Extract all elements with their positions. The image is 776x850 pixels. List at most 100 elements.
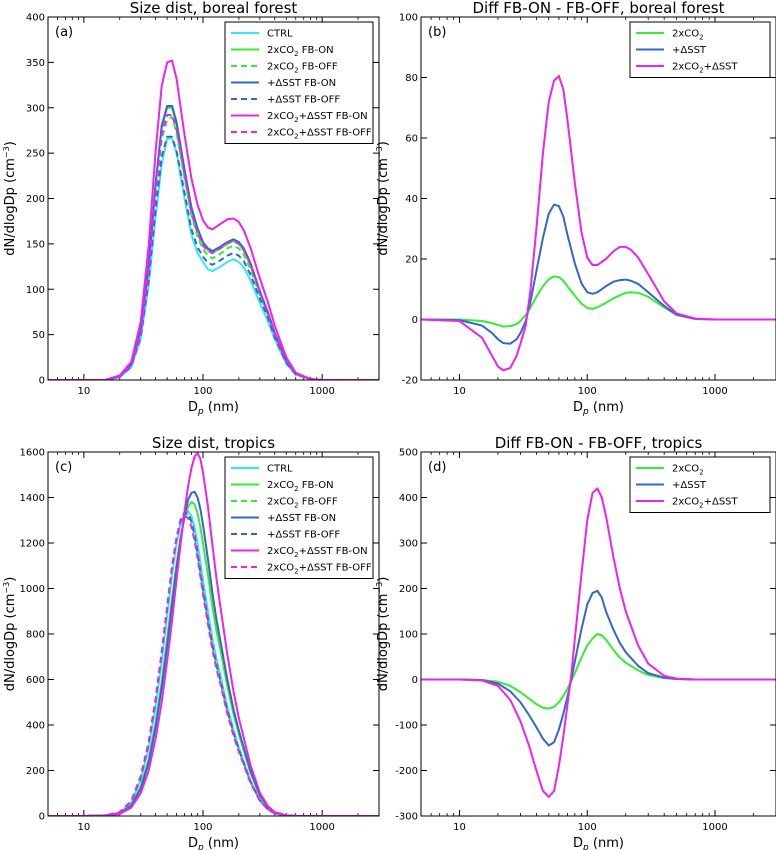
x-axis-label-main: D <box>573 400 583 415</box>
legend: CTRL 2xCO2 FB-ON 2xCO2 FB-OFF +ΔSST FB-ON +Δ… <box>224 456 374 579</box>
x-tick-label: 1000 <box>309 386 334 397</box>
legend-entry: 2xCO2+ΔSST FB-OFF <box>267 128 372 141</box>
y-tick-label: 40 <box>405 194 418 205</box>
legend-entry: 2xCO2+ΔSST FB-OFF <box>267 563 372 576</box>
y-tick-label: 200 <box>26 194 45 205</box>
y-tick-label: 600 <box>26 675 45 686</box>
x-axis-label-unit: (nm) <box>589 400 624 415</box>
series-line <box>421 275 776 328</box>
y-tick-label: 250 <box>26 149 45 160</box>
y-axis-label-main: dN/dlogDp (cm <box>3 158 18 256</box>
x-tick-label: 100 <box>578 822 597 833</box>
y-axis-label-close: ) <box>376 141 391 146</box>
legend-entry: 2xCO2+ΔSST FB-ON <box>267 111 368 124</box>
y-tick-label: -100 <box>395 721 418 732</box>
legend-entry: 2xCO2 <box>672 29 704 42</box>
x-axis-label-main: D <box>188 836 198 850</box>
legend-entry: 2xCO2 <box>672 464 704 477</box>
y-tick-label: 1000 <box>20 584 45 595</box>
y-tick-label: 300 <box>399 539 418 550</box>
x-tick-label: 10 <box>453 822 466 833</box>
x-axis-label: Dp (nm) <box>188 400 239 417</box>
x-tick-label: 100 <box>193 386 212 397</box>
y-axis-label-exp: −3 <box>2 582 11 594</box>
series-line <box>421 589 776 747</box>
x-tick-label: 10 <box>77 822 90 833</box>
legend-entry: 2xCO2+ΔSST <box>672 62 739 75</box>
y-axis-label: dN/dlogDp (cm−3) <box>2 577 18 692</box>
y-axis-label-main: dN/dlogDp (cm <box>376 158 391 256</box>
y-tick-label: 400 <box>26 721 45 732</box>
y-tick-label: 400 <box>399 493 418 504</box>
legend-entry: 2xCO2 FB-OFF <box>267 497 338 510</box>
y-axis-label: dN/dlogDp (cm−3) <box>2 141 18 256</box>
legend: CTRL 2xCO2 FB-ON 2xCO2 FB-OFF +ΔSST FB-ON +Δ… <box>224 21 374 144</box>
series-line <box>48 114 379 380</box>
x-tick-label: 100 <box>193 822 212 833</box>
legend-entry: 2xCO2 FB-ON <box>267 480 334 493</box>
x-axis-label-sub: p <box>582 407 589 417</box>
legend-entry: 2xCO2+ΔSST <box>672 497 739 510</box>
legend-entry: CTRL <box>267 464 293 475</box>
legend-entry: 2xCO2 FB-OFF <box>267 62 338 75</box>
x-axis-label: Dp (nm) <box>188 836 239 850</box>
x-axis-label-unit: (nm) <box>589 836 624 850</box>
y-tick-label: 400 <box>26 13 45 24</box>
y-axis-label-main: dN/dlogDp (cm <box>376 594 391 692</box>
series-group <box>48 59 379 380</box>
y-tick-label: 300 <box>26 103 45 114</box>
y-tick-label: 150 <box>26 239 45 250</box>
legend-entry: 2xCO2+ΔSST FB-ON <box>267 546 368 559</box>
y-tick-label: 100 <box>399 630 418 641</box>
y-axis-label-main: dN/dlogDp (cm <box>3 594 18 692</box>
y-tick-label: -20 <box>402 376 418 387</box>
y-tick-label: 1600 <box>20 448 45 459</box>
panel-b: Diff FB-ON - FB-OFF, boreal forest 10 100 1… <box>375 0 776 417</box>
y-tick-label: 0 <box>412 315 418 326</box>
y-axis-label: dN/dlogDp (cm−3) <box>375 141 391 256</box>
x-axis-label-sub: p <box>197 407 204 417</box>
y-axis-label-close: ) <box>376 577 391 582</box>
x-axis-label-sub: p <box>582 843 589 850</box>
x-axis-label-sub: p <box>197 843 204 850</box>
x-tick-label: 1000 <box>309 822 334 833</box>
y-tick-label: 350 <box>26 58 45 69</box>
y-tick-label: 80 <box>405 73 418 84</box>
series-line <box>48 514 379 816</box>
x-axis-label: Dp (nm) <box>573 836 624 850</box>
x-axis-label-main: D <box>573 836 583 850</box>
panel-c: Size dist, tropics 10 100 1000 0 200 400 600 800… <box>2 434 380 850</box>
y-tick-label: 500 <box>399 448 418 459</box>
x-axis-label-unit: (nm) <box>204 836 239 850</box>
series-line <box>48 115 379 380</box>
series-group <box>48 452 379 816</box>
series-group <box>421 487 776 798</box>
x-axis-label-unit: (nm) <box>204 400 239 415</box>
legend-entry: 2xCO2 FB-ON <box>267 45 334 58</box>
series-line <box>421 633 776 710</box>
panel-title: Size dist, boreal forest <box>130 0 298 17</box>
series-line <box>421 74 776 372</box>
y-tick-label: 20 <box>405 255 418 266</box>
x-tick-label: 10 <box>453 386 466 397</box>
y-tick-label: 0 <box>39 376 45 387</box>
panel-label: (a) <box>55 25 73 40</box>
y-axis-label-exp: −3 <box>2 146 11 158</box>
x-tick-label: 1000 <box>702 386 727 397</box>
y-tick-label: 0 <box>412 675 418 686</box>
legend-entry: +ΔSST FB-OFF <box>267 530 340 541</box>
y-tick-label: 800 <box>26 630 45 641</box>
y-axis-label-close: ) <box>3 141 18 146</box>
series-line <box>48 104 379 380</box>
legend-entry: +ΔSST FB-ON <box>267 78 336 89</box>
series-line <box>48 59 379 380</box>
y-tick-label: 1400 <box>20 493 45 504</box>
series-line <box>48 452 379 816</box>
series-line <box>48 135 379 380</box>
legend-entry: +ΔSST FB-ON <box>267 513 336 524</box>
series-line <box>48 511 379 816</box>
axes-frame <box>420 16 776 381</box>
